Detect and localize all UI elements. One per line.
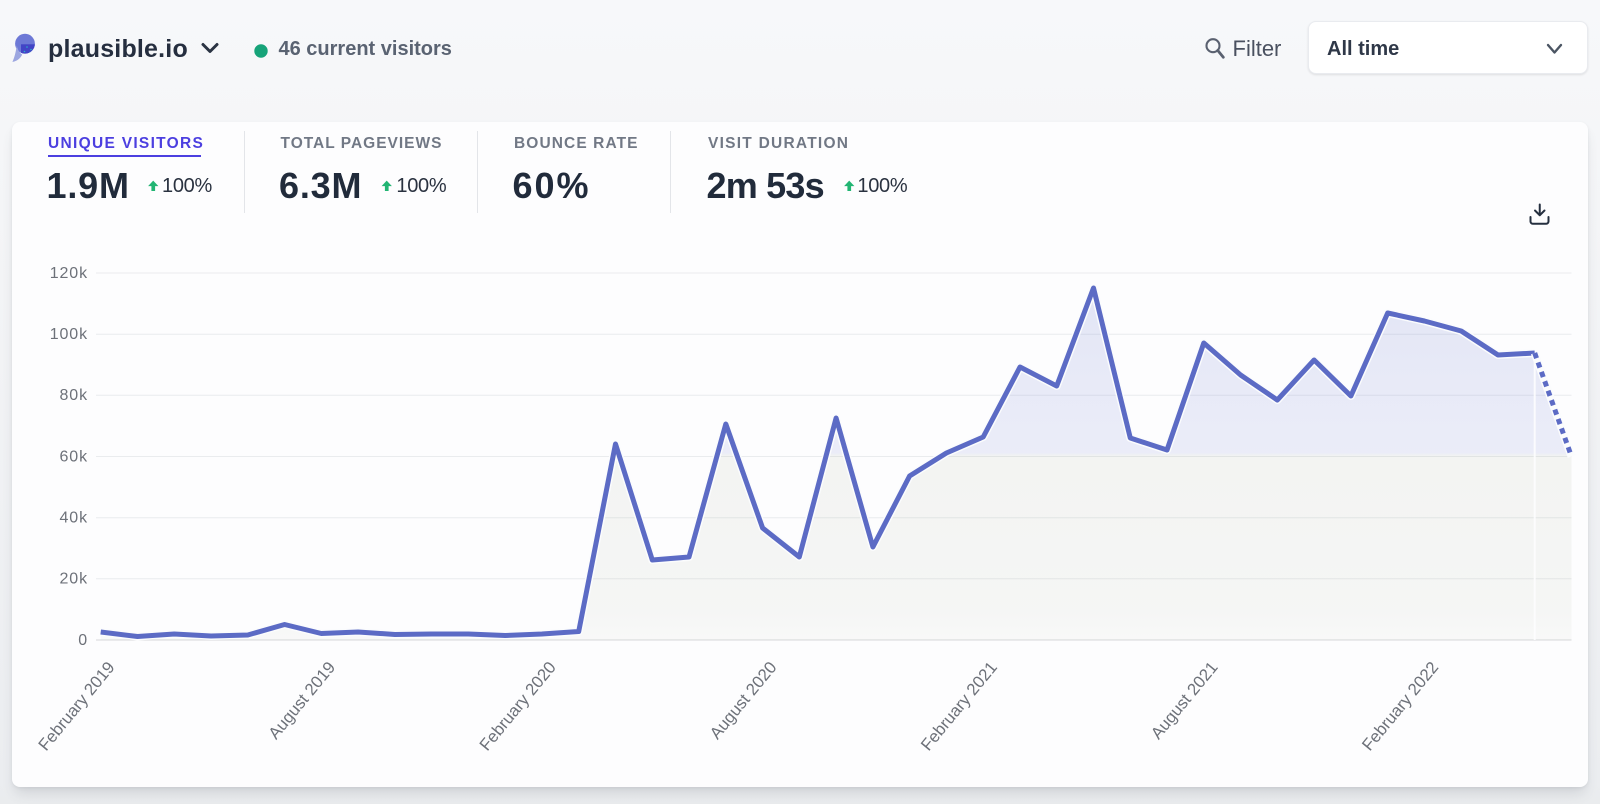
svg-text:August 2019: August 2019	[265, 658, 340, 743]
svg-text:February 2020: February 2020	[476, 658, 560, 754]
svg-text:February 2022: February 2022	[1358, 658, 1442, 754]
svg-text:February 2021: February 2021	[917, 658, 1001, 754]
svg-text:60k: 60k	[60, 448, 89, 465]
svg-text:August 2021: August 2021	[1147, 658, 1222, 743]
svg-text:20k: 20k	[60, 571, 89, 588]
svg-text:40k: 40k	[60, 510, 89, 527]
svg-text:100k: 100k	[50, 326, 88, 343]
svg-text:80k: 80k	[60, 387, 89, 404]
svg-text:0: 0	[78, 632, 88, 649]
svg-text:August 2020: August 2020	[706, 658, 781, 743]
svg-text:February 2019: February 2019	[34, 658, 118, 754]
svg-text:120k: 120k	[50, 265, 88, 282]
